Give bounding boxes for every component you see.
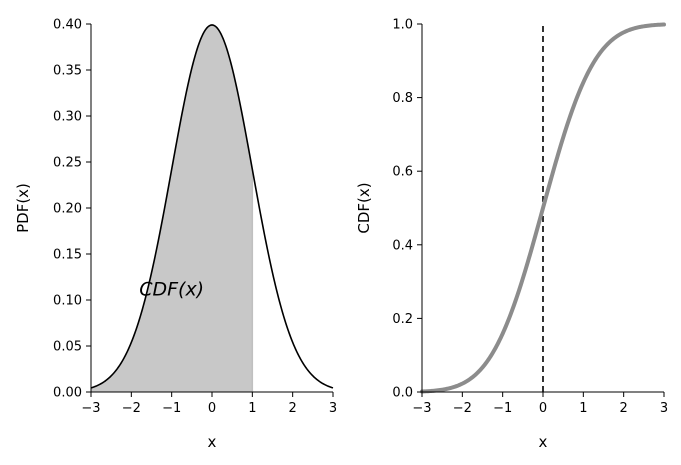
pdf-y-ticks: 0.00 0.05 0.10 0.15 0.20 0.25 0.30 0.35 0.40 (53, 18, 91, 401)
pdf-x-axis-label: x (208, 433, 217, 451)
pdf-x-tick-label: 3 (329, 401, 337, 416)
pdf-y-tick-label: 0.15 (53, 248, 82, 263)
cdf-x-axis-label: x (539, 433, 548, 451)
cdf-y-ticks: 0.0 0.2 0.4 0.6 0.8 1.0 (392, 18, 422, 401)
cdf-y-tick-label: 0.0 (392, 386, 413, 401)
pdf-x-tick-label: 2 (289, 401, 297, 416)
cdf-x-tick-label: −3 (412, 401, 431, 416)
pdf-y-tick-label: 0.35 (53, 64, 82, 79)
pdf-y-tick-label: 0.05 (53, 340, 82, 355)
pdf-y-tick-label: 0.40 (53, 18, 82, 33)
cdf-y-tick-label: 0.2 (392, 312, 413, 327)
pdf-annotation: CDF(x) (139, 278, 204, 300)
cdf-y-tick-label: 1.0 (392, 18, 413, 33)
cdf-y-tick-label: 0.4 (392, 238, 413, 253)
pdf-chart: −3 −2 −1 0 1 2 3 0.000.050.100.150.200.250.300… (14, 18, 337, 452)
cdf-y-tick-label: 0.8 (392, 91, 413, 106)
pdf-y-tick-label: 0.00 (53, 386, 82, 401)
pdf-x-ticks: −3 −2 −1 0 1 2 3 (81, 392, 337, 416)
pdf-y-tick-label: 0.25 (53, 156, 82, 171)
cdf-x-tick-label: −2 (453, 401, 472, 416)
cdf-x-tick-label: 2 (620, 401, 628, 416)
pdf-y-tick-label: 0.30 (53, 110, 82, 125)
pdf-x-tick-label: 1 (248, 401, 256, 416)
pdf-y-tick-label: 0.10 (53, 294, 82, 309)
pdf-y-tick-label: 0.20 (53, 202, 82, 217)
pdf-x-tick-label: −1 (162, 401, 181, 416)
cdf-chart: −3 −2 −1 0 1 2 3 0.0 0.2 0.4 0.6 0.8 1.0 x CDF(x) (355, 18, 668, 452)
pdf-curve (90, 24, 334, 389)
pdf-x-tick-label: 0 (208, 401, 216, 416)
cdf-y-axis-label: CDF(x) (355, 182, 373, 233)
cdf-y-tick-label: 0.6 (392, 165, 413, 180)
pdf-x-tick-label: −2 (122, 401, 141, 416)
pdf-x-tick-label: −3 (81, 401, 100, 416)
cdf-x-tick-label: 3 (660, 401, 668, 416)
cdf-x-tick-label: −1 (493, 401, 512, 416)
cdf-x-ticks: −3 −2 −1 0 1 2 3 (412, 392, 668, 416)
pdf-y-axis-label: PDF(x) (14, 183, 32, 233)
cdf-x-tick-label: 1 (579, 401, 587, 416)
pdf-shaded-area (91, 24, 253, 392)
cdf-curve (420, 22, 666, 394)
cdf-x-tick-label: 0 (539, 401, 547, 416)
